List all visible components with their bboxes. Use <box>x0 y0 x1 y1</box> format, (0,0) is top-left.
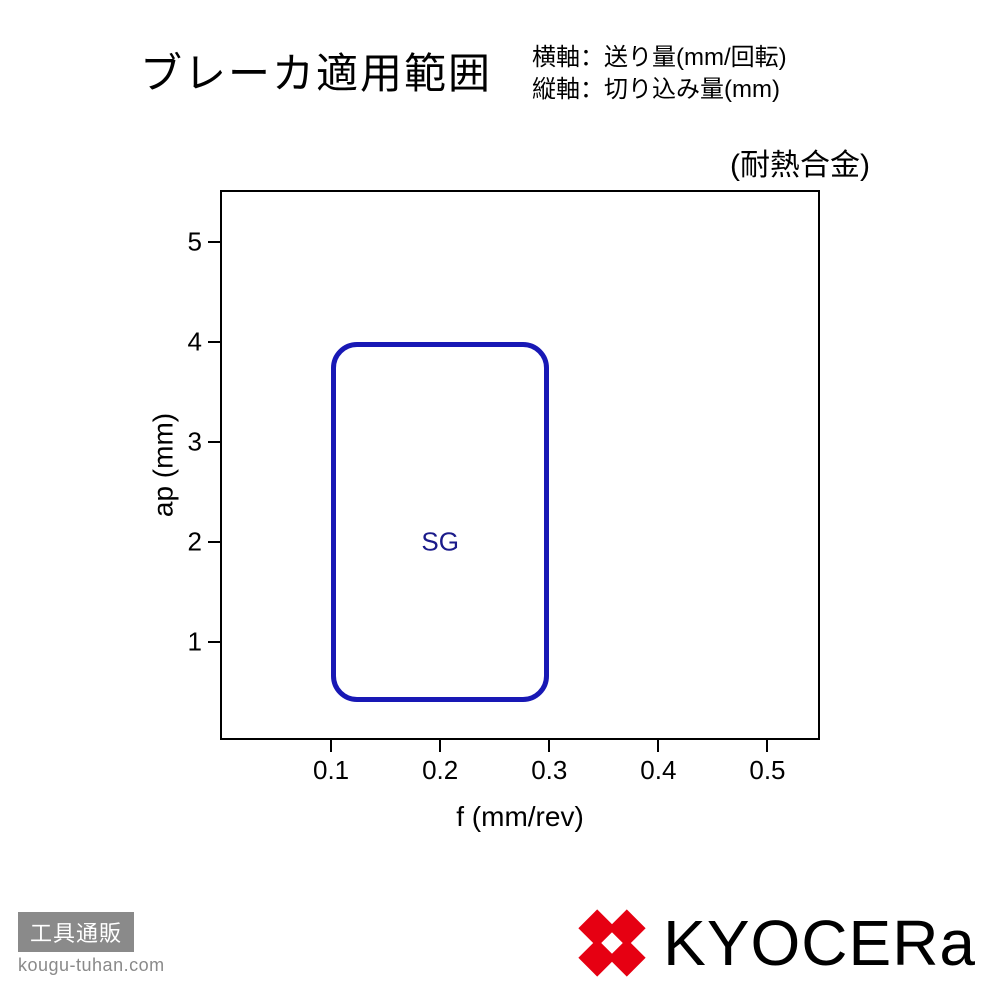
material-label: (耐熱合金) <box>730 140 870 184</box>
x-tick-label: 0.4 <box>640 755 676 786</box>
x-tick-label: 0.3 <box>531 755 567 786</box>
y-tick <box>208 541 222 543</box>
vendor-badge: 工具通販 <box>18 912 134 952</box>
x-tick <box>439 738 441 752</box>
axis-note-y: 縦軸：切り込み量(mm) <box>532 74 787 106</box>
y-tick <box>208 641 222 643</box>
brand-logo-icon <box>575 906 649 980</box>
x-tick-label: 0.2 <box>422 755 458 786</box>
chart: ap (mm) f (mm/rev) 123450.10.20.30.40.5S… <box>160 190 850 810</box>
y-tick <box>208 341 222 343</box>
x-tick <box>657 738 659 752</box>
chart-title: ブレーカ適用範囲 <box>140 40 492 101</box>
y-tick-label: 3 <box>172 427 202 458</box>
plot-area: ap (mm) f (mm/rev) 123450.10.20.30.40.5S… <box>220 190 820 740</box>
brand-wordmark: KYOCERa <box>663 906 976 980</box>
x-tick-label: 0.1 <box>313 755 349 786</box>
x-tick <box>766 738 768 752</box>
y-tick <box>208 241 222 243</box>
chart-region-label: SG <box>421 527 459 558</box>
axis-note-x: 横軸：送り量(mm/回転) <box>532 42 787 74</box>
x-tick <box>330 738 332 752</box>
chart-region <box>331 342 549 702</box>
y-tick-label: 5 <box>172 227 202 258</box>
y-tick-label: 4 <box>172 327 202 358</box>
x-tick-label: 0.5 <box>749 755 785 786</box>
vendor-url: kougu-tuhan.com <box>18 955 165 976</box>
y-tick-label: 2 <box>172 527 202 558</box>
y-tick <box>208 441 222 443</box>
x-axis-label: f (mm/rev) <box>456 801 584 833</box>
axis-notes: 横軸：送り量(mm/回転) 縦軸：切り込み量(mm) <box>532 40 787 107</box>
x-tick <box>548 738 550 752</box>
brand: KYOCERa <box>575 906 976 980</box>
y-tick-label: 1 <box>172 627 202 658</box>
